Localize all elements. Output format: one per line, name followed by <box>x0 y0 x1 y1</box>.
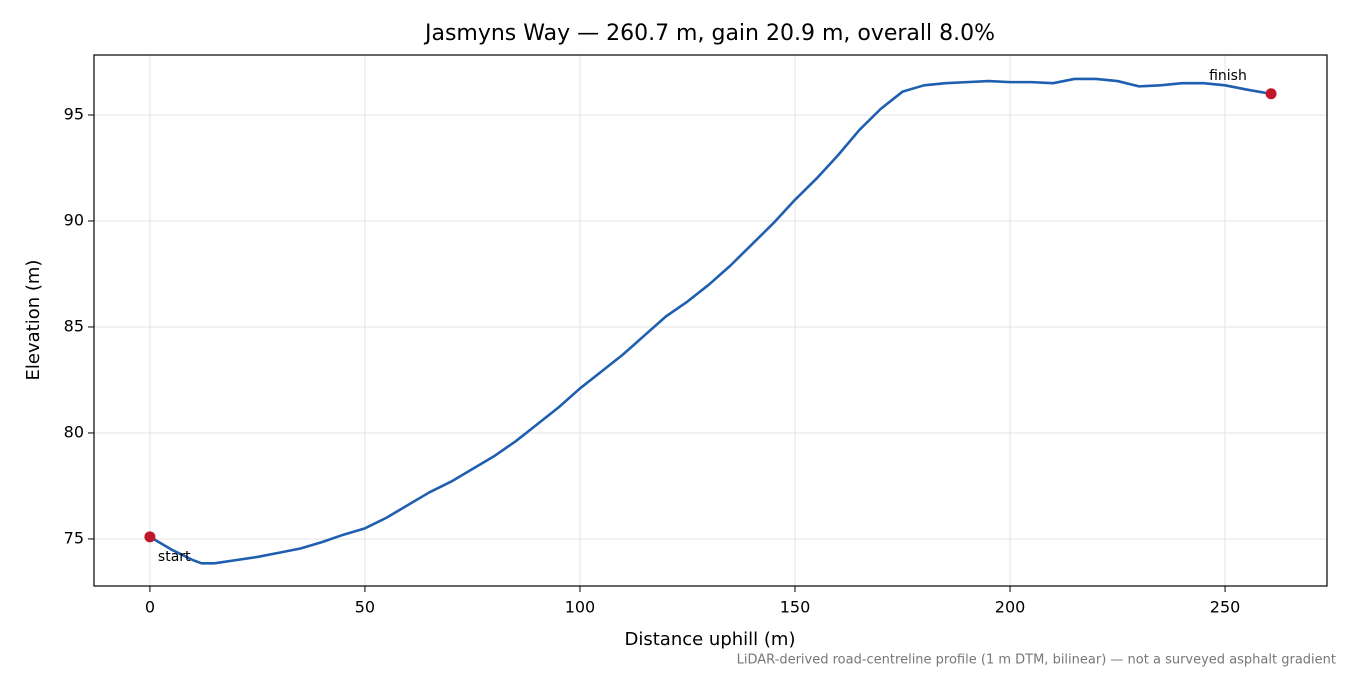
y-axis-label: Elevation (m) <box>23 260 44 381</box>
chart-title: Jasmyns Way — 260.7 m, gain 20.9 m, over… <box>423 21 995 46</box>
endpoint-marker <box>144 531 156 543</box>
y-tick-label: 90 <box>64 210 84 229</box>
x-tick-label: 0 <box>145 598 155 617</box>
x-tick-label: 250 <box>1210 598 1241 617</box>
y-tick-label: 85 <box>64 316 84 335</box>
footnote: LiDAR-derived road-centreline profile (1… <box>737 653 1336 668</box>
endpoint-marker <box>1265 88 1277 100</box>
x-tick-label: 150 <box>780 598 811 617</box>
y-tick-label: 95 <box>64 104 84 123</box>
x-tick-label: 200 <box>995 598 1026 617</box>
y-tick-label: 80 <box>64 422 84 441</box>
elevation-line <box>149 77 1272 565</box>
plot-frame <box>93 54 1328 587</box>
x-axis-label: Distance uphill (m) <box>625 629 796 650</box>
endpoint-label: finish <box>1209 68 1247 84</box>
x-tick-label: 100 <box>565 598 596 617</box>
x-tick-label: 50 <box>355 598 375 617</box>
endpoint-label: start <box>158 549 191 565</box>
y-tick-label: 75 <box>64 528 84 547</box>
